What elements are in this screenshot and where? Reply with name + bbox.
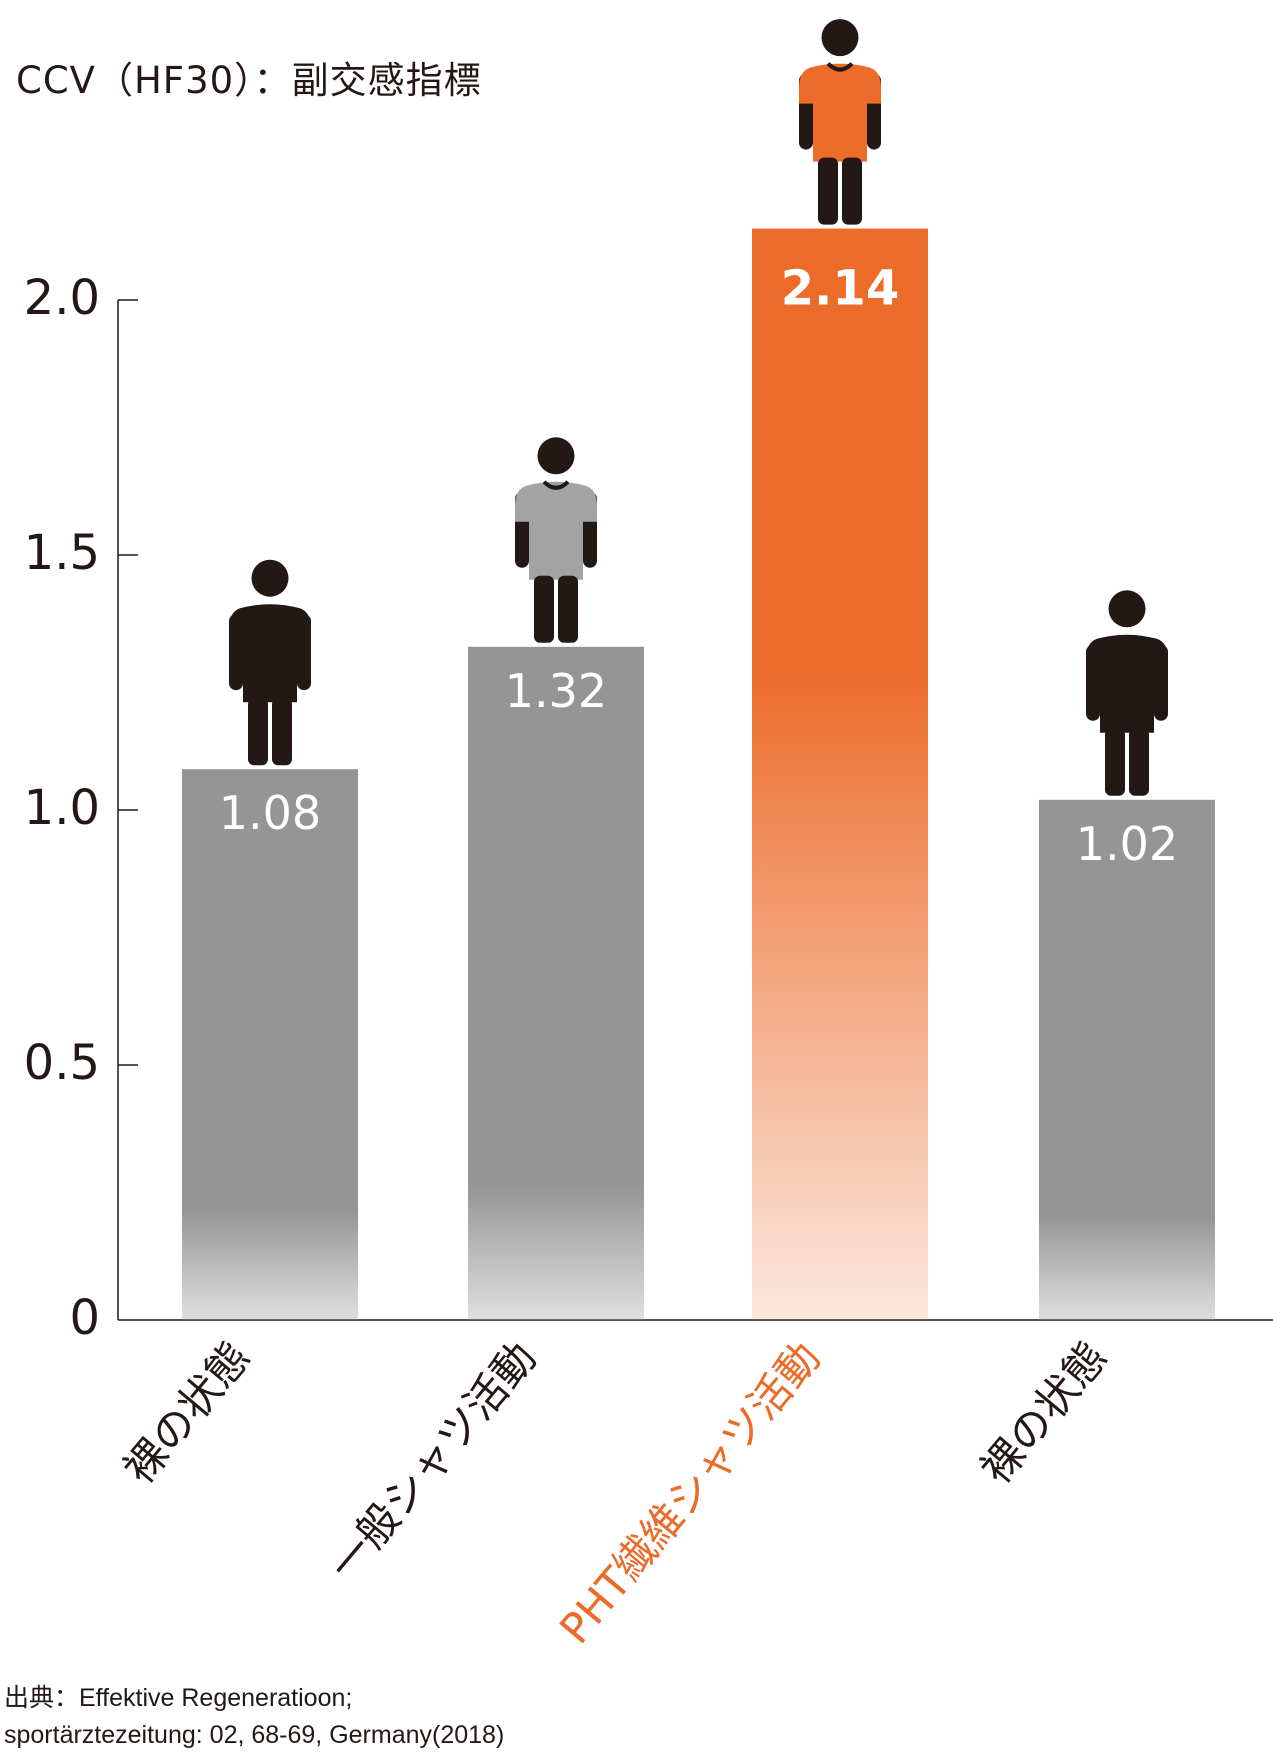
x-category-label: 裸の状態 [114, 1333, 260, 1493]
bar-value-label: 1.08 [219, 786, 321, 840]
figure-head [251, 559, 289, 597]
figure-torso [1086, 634, 1168, 733]
bars-layer [182, 228, 1215, 1321]
figures-layer [229, 19, 1168, 796]
figure-torso [515, 481, 597, 580]
bar-value-label: 1.32 [505, 664, 607, 718]
person-figure-icon-bare [1086, 590, 1168, 796]
figure-leg [272, 698, 292, 766]
figure-torso [799, 63, 881, 162]
axis-layer: 0 0.5 1.0 1.5 2.0 [24, 270, 1273, 1346]
figure-leg [1105, 728, 1125, 796]
x-category-label: PHT繊維シャツ活動 [550, 1333, 830, 1653]
figure-head [537, 437, 575, 475]
figure-leg [1129, 728, 1149, 796]
y-tick-label: 0 [69, 1290, 100, 1346]
person-figure-icon-gray-shirt [515, 437, 597, 643]
source-line-2: sportärztezeitung: 02, 68-69, Germany(20… [4, 1721, 505, 1749]
y-tick-label: 2.0 [24, 270, 100, 326]
figure-leg [842, 157, 862, 225]
y-tick-label: 1.5 [24, 525, 100, 581]
x-category-label: 裸の状態 [971, 1333, 1117, 1493]
figure-collar [542, 480, 570, 490]
figure-leg [248, 698, 268, 766]
person-figure-icon-bare [229, 559, 311, 766]
bar-value-label: 2.14 [781, 261, 899, 317]
bar-0 [182, 769, 358, 1320]
bar-value-label: 1.02 [1076, 817, 1178, 871]
figure-leg [558, 575, 578, 643]
person-figure-icon-orange-shirt [799, 19, 881, 225]
source-line-1: 出典：Effektive Regeneratioon; [4, 1684, 353, 1712]
bar-2 [752, 228, 928, 1321]
figure-collar [826, 62, 854, 72]
chart-title: CCV（HF30）：副交感指標 [16, 59, 482, 102]
x-category-label: 一般シャツ活動 [319, 1333, 546, 1590]
figure-head [1108, 590, 1146, 628]
bar-3 [1039, 799, 1215, 1320]
figure-leg [534, 575, 554, 643]
figure-torso [229, 604, 311, 703]
source-citation: 出典：Effektive Regeneratioon; sportärzteze… [4, 1680, 504, 1754]
figure-head [821, 19, 859, 57]
y-tick-label: 0.5 [24, 1035, 100, 1091]
figure-leg [818, 157, 838, 225]
y-tick-label: 1.0 [24, 780, 100, 836]
bar-1 [468, 646, 644, 1320]
